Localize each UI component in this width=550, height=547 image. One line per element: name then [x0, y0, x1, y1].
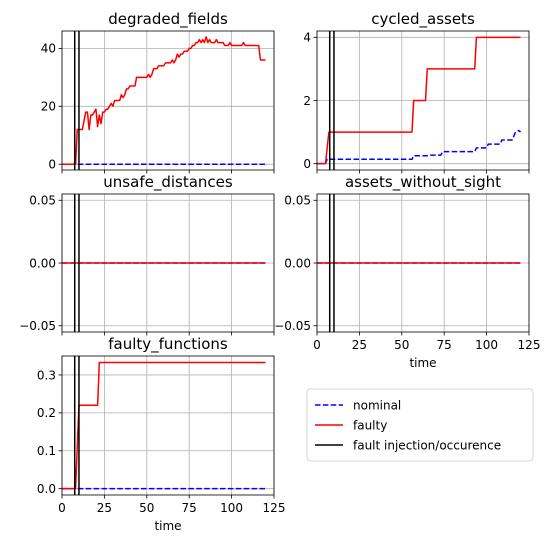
- legend-label-faulty: faulty: [353, 419, 387, 433]
- subplot-cycled-assets: 0 2 4 cycled_assets: [303, 10, 530, 174]
- x-tick-label: 50: [394, 338, 409, 352]
- x-tick-label: 100: [220, 501, 243, 515]
- y-tick-label: 0.3: [37, 368, 56, 382]
- legend-frame: [306, 388, 534, 462]
- y-tick-label: 0: [48, 158, 56, 172]
- y-tick-label: 0: [303, 157, 311, 171]
- series-faulty-line: [62, 36, 266, 165]
- x-tick-label: 125: [518, 338, 541, 352]
- y-tick-label: 2: [303, 94, 311, 108]
- x-tick-label: 100: [475, 338, 498, 352]
- subplot-degraded-fields: 0 20 40 degraded_fields: [41, 10, 275, 174]
- x-tick-label: 25: [97, 501, 112, 515]
- y-tick-label: 0.00: [284, 256, 311, 270]
- x-tick-label: 75: [182, 501, 197, 515]
- x-tick-label: 125: [263, 501, 286, 515]
- subplot-unsafe-distances: −0.05 0.00 0.05 unsafe_distances: [19, 173, 275, 336]
- axes-frame: [61, 30, 275, 171]
- legend-label-fault-injection: fault injection/occurence: [353, 439, 501, 453]
- subplot-faulty-functions: 0 25 50 75 100 125 0.0 0.1 0.2 0.3 faulty_function…: [37, 335, 286, 533]
- x-tick-label: 0: [58, 501, 66, 515]
- y-tick-label: 0.1: [37, 444, 56, 458]
- x-tick-label: 0: [313, 338, 321, 352]
- subplot-title: degraded_fields: [108, 10, 228, 29]
- subplot-assets-without-sight: 0 25 50 75 100 125 −0.05 0.00 0.05 assets_without…: [274, 173, 540, 370]
- x-axis-label: time: [409, 356, 436, 370]
- series-faulty-line: [62, 361, 266, 490]
- legend-label-nominal: nominal: [353, 399, 401, 413]
- y-tick-label: 0.00: [29, 256, 56, 270]
- y-tick-label: 4: [303, 31, 311, 45]
- x-tick-label: 75: [437, 338, 452, 352]
- x-axis-label: time: [154, 519, 181, 533]
- subplot-title: faulty_functions: [108, 335, 228, 354]
- y-tick-label: 40: [41, 42, 56, 56]
- y-tick-label: 0.05: [29, 194, 56, 208]
- y-tick-label: −0.05: [274, 319, 311, 333]
- legend: nominal faulty fault injection/occurence: [306, 388, 534, 462]
- x-tick-label: 25: [352, 338, 367, 352]
- y-tick-label: 0.05: [284, 194, 311, 208]
- y-tick-label: 0.2: [37, 406, 56, 420]
- x-tick-label: 50: [139, 501, 154, 515]
- series-faulty-line: [317, 36, 521, 165]
- subplot-title: assets_without_sight: [345, 173, 501, 192]
- y-tick-label: 20: [41, 100, 56, 114]
- subplot-title: unsafe_distances: [103, 173, 233, 192]
- axes-frame: [61, 355, 275, 496]
- series-nominal-line: [317, 129, 522, 165]
- y-tick-label: −0.05: [19, 319, 56, 333]
- y-tick-label: 0.0: [37, 482, 56, 496]
- subplot-title: cycled_assets: [371, 10, 475, 29]
